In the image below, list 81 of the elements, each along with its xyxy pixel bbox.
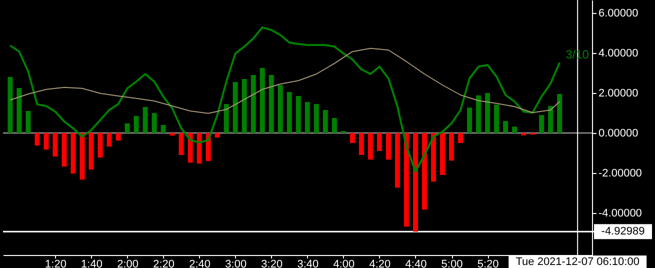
bar (98, 133, 103, 158)
bar (296, 96, 301, 133)
x-tick-label: 4:00 (333, 258, 355, 268)
bar (160, 125, 166, 133)
bar (116, 133, 121, 141)
bar (88, 133, 94, 170)
bar (134, 116, 139, 133)
bar (106, 133, 112, 147)
x-tick-label: 3:20 (261, 258, 283, 268)
bar (512, 126, 518, 133)
bar (358, 133, 364, 155)
bar (404, 133, 409, 227)
bar (52, 133, 58, 157)
bar (188, 133, 193, 163)
x-tick-label: 1:20 (45, 258, 66, 268)
bar (278, 85, 283, 133)
y-tick-label: 2.00000 (598, 88, 638, 100)
bar (62, 133, 67, 167)
bar (476, 95, 482, 133)
bar (557, 94, 562, 133)
bar (26, 111, 31, 133)
y-tick-label: 6.00000 (598, 8, 638, 20)
bar (467, 108, 472, 133)
ref-line-label: Tue 2021-12-07 06:10:00 (516, 256, 640, 268)
bar (286, 92, 292, 133)
bar (485, 93, 490, 133)
bar (539, 115, 544, 133)
x-tick-label: 2:40 (189, 258, 211, 268)
bar (260, 68, 265, 133)
bar (34, 133, 40, 146)
bar (242, 79, 247, 133)
bar (503, 121, 508, 133)
bar (170, 133, 175, 136)
x-tick-label: 2:00 (117, 258, 138, 268)
bar (8, 77, 13, 133)
x-tick-label: 1:40 (81, 258, 102, 268)
line-series (9, 26, 561, 173)
bar (430, 133, 436, 182)
x-tick-label: 4:20 (369, 258, 391, 268)
bar (214, 133, 220, 138)
bar (386, 133, 391, 160)
x-tick-label: 4:40 (405, 258, 427, 268)
ref-line-label: -4.92989 (601, 226, 645, 238)
bar (449, 133, 454, 161)
bar (350, 133, 355, 143)
bar (232, 82, 238, 133)
bar (332, 118, 337, 133)
y-tick-label: -2.00000 (598, 168, 642, 180)
bar (124, 123, 130, 133)
bar (368, 133, 373, 160)
x-tick-label: 2:20 (153, 258, 175, 268)
x-tick-label: 3:40 (297, 258, 319, 268)
bar (394, 133, 400, 188)
bar (458, 133, 464, 143)
x-tick-label: 5:20 (477, 258, 499, 268)
y-tick-label: -4.00000 (598, 208, 642, 220)
bar (178, 133, 184, 155)
x-tick-label: 5:00 (441, 258, 463, 268)
bar (224, 104, 229, 133)
bar (422, 133, 427, 210)
x-tick-label: 3:00 (225, 258, 247, 268)
bar (322, 110, 328, 133)
bar (440, 133, 445, 175)
bar (142, 107, 148, 133)
bar (314, 104, 319, 133)
bar (268, 75, 274, 133)
bar (494, 104, 500, 133)
bar (152, 113, 157, 133)
line-series (10, 48, 560, 114)
y-tick-label: 4.00000 (598, 48, 638, 60)
bar (250, 75, 256, 133)
y-tick-label: 0.00000 (598, 128, 638, 140)
bar (304, 102, 310, 133)
bar (80, 133, 85, 180)
bar (44, 133, 49, 150)
bar (16, 88, 22, 133)
bar (70, 133, 76, 174)
bar (376, 133, 382, 151)
bar (196, 133, 202, 164)
bar (548, 106, 554, 133)
bar (412, 133, 418, 232)
